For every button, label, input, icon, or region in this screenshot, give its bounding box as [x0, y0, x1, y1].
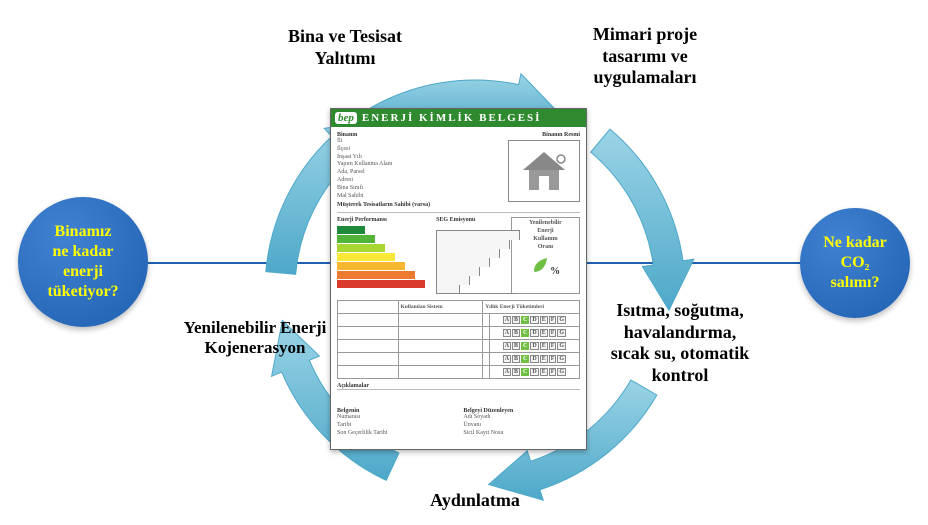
- energy-bar-B: [337, 235, 375, 243]
- cycle-label-right: Isıtma, soğutma,havalandırma,sıcak su, o…: [570, 300, 790, 386]
- cert-mid-row: Enerji Performansı SEG Emisyonu Yenilene…: [337, 217, 580, 294]
- cycle-label-top_left: Bina ve TesisatYalıtımı: [245, 26, 445, 69]
- notes-block: Açıklamalar: [337, 383, 580, 402]
- issuer-fields: Adı SoyadıÜnvanıSicil Kayıt Nosu: [463, 414, 580, 437]
- cycle-label-top_right: Mimari projetasarımı veuygulamaları: [545, 24, 745, 89]
- house-icon-box: [508, 140, 580, 202]
- energy-certificate: bep ENERJİ KİMLİK BELGESİ Binanın İliİlç…: [330, 108, 587, 450]
- energy-perf-heading: Enerji Performansı: [337, 217, 387, 223]
- energy-performance-block: Enerji Performansı: [337, 217, 434, 294]
- certificate-header: bep ENERJİ KİMLİK BELGESİ: [331, 109, 586, 127]
- building-info-block: Binanın İliİlçesiİnşaat YılıYapım Kullan…: [337, 132, 478, 208]
- cert-footer-row: Belgenin NumarasıTarihiSon Geçerlilik Ta…: [337, 408, 580, 437]
- building-fields: İliİlçesiİnşaat YılıYapım Kullanma Alanı…: [337, 138, 478, 200]
- bep-logo-text: bep: [335, 112, 357, 124]
- doc-info-block: Belgenin NumarasıTarihiSon Geçerlilik Ta…: [337, 408, 454, 437]
- renewable-lines: YenilenebilirEnerjiKullanımOranı: [514, 220, 577, 251]
- building-image-block: Binanın Resmi: [483, 132, 580, 208]
- cycle-label-bottom: Aydınlatma: [385, 490, 565, 512]
- energy-bar-E: [337, 262, 405, 270]
- percent-label: %: [550, 266, 560, 277]
- cert-table-block: Kullanılan SistemYıllık Enerji Tüketimle…: [337, 300, 580, 379]
- energy-rating-bars: [337, 226, 434, 288]
- certificate-body: Binanın İliİlçesiİnşaat YılıYapım Kullan…: [331, 127, 586, 443]
- renewable-box: YenilenebilirEnerjiKullanımOranı %: [511, 217, 580, 294]
- emission-step-1: [436, 275, 470, 285]
- cert-top-row: Binanın İliİlçesiİnşaat YılıYapım Kullan…: [337, 132, 580, 208]
- notes-heading: Açıklamalar: [337, 383, 369, 389]
- emission-block: SEG Emisyonu: [436, 217, 509, 294]
- certificate-title: ENERJİ KİMLİK BELGESİ: [362, 112, 542, 124]
- systems-table: Kullanılan SistemYıllık Enerji Tüketimle…: [337, 300, 580, 379]
- emission-step-4: [436, 248, 500, 258]
- building-image-heading: Binanın Resmi: [542, 132, 580, 138]
- issuer-block: Belgeyi Düzenleyen Adı SoyadıÜnvanıSicil…: [463, 408, 580, 437]
- energy-bar-A: [337, 226, 365, 234]
- cycle-label-left: Yenilenebilir EnerjiKojenerasyon: [150, 318, 360, 359]
- emission-step-2: [436, 266, 480, 276]
- emission-heading: SEG Emisyonu: [436, 217, 475, 223]
- emission-step-5: [436, 239, 510, 249]
- emission-steps: [436, 226, 509, 294]
- house-icon: [517, 148, 571, 194]
- leaf-icon: [531, 256, 549, 274]
- energy-bar-G: [337, 280, 425, 288]
- energy-bar-D: [337, 253, 395, 261]
- doc-fields: NumarasıTarihiSon Geçerlilik Tarihi: [337, 414, 454, 437]
- emission-step-6: [436, 230, 520, 240]
- owner-line: Müşterek Tesisatların Sahibi (varsa): [337, 202, 430, 208]
- cycle-arrow-1: [591, 129, 694, 310]
- diagram-stage: Binamızne kadarenerjitüketiyor? Ne kadar…: [0, 0, 928, 525]
- energy-bar-C: [337, 244, 385, 252]
- energy-bar-F: [337, 271, 415, 279]
- emission-step-3: [436, 257, 490, 267]
